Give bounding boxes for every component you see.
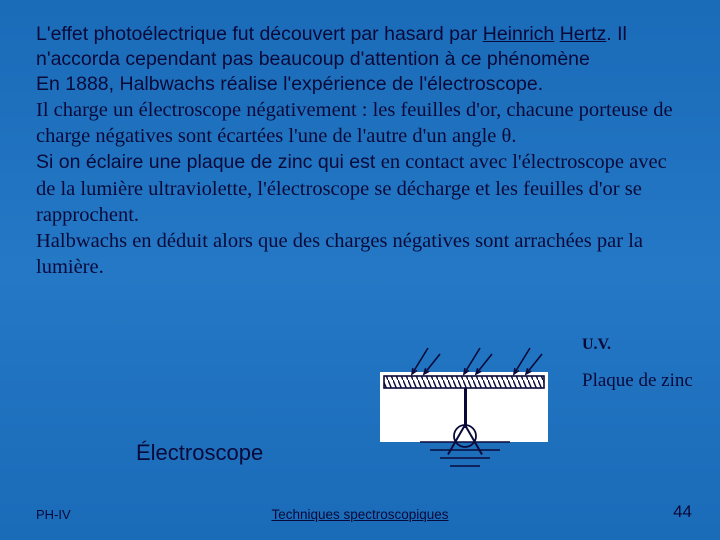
paragraph-4: Si on éclaire une plaque de zinc qui est… xyxy=(36,149,684,228)
paragraph-3: Il charge un électroscope négativement :… xyxy=(36,97,684,149)
label-electroscope: Électroscope xyxy=(136,440,263,466)
p4-a: Si on éclaire une plaque de zinc qui est xyxy=(36,151,381,173)
link-hertz[interactable]: Hertz xyxy=(560,23,607,45)
slide-body: L'effet photoélectrique fut découvert pa… xyxy=(0,0,720,281)
link-heinrich[interactable]: Heinrich xyxy=(483,23,555,45)
footer-left: PH-IV xyxy=(36,507,71,522)
footer-center-link[interactable]: Techniques spectroscopiques xyxy=(271,507,448,522)
electroscope-diagram xyxy=(378,344,558,474)
paragraph-2: En 1888, Halbwachs réalise l'expérience … xyxy=(36,72,684,97)
footer-page-number: 44 xyxy=(673,502,692,522)
label-uv: U.V. xyxy=(582,336,611,354)
paragraph-5: Halbwachs en déduit alors que des charge… xyxy=(36,228,684,280)
paragraph-1: L'effet photoélectrique fut découvert pa… xyxy=(36,22,684,72)
p1-a: L'effet photoélectrique fut découvert pa… xyxy=(36,23,483,45)
label-plaque: Plaque de zinc xyxy=(582,370,693,392)
